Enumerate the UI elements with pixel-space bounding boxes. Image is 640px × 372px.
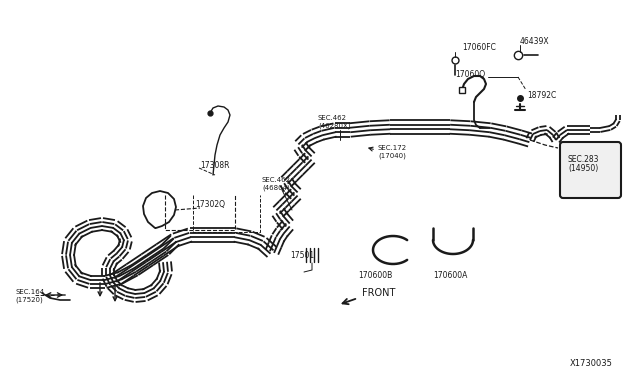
- Text: SEC.172: SEC.172: [378, 145, 407, 151]
- Text: (17040): (17040): [378, 153, 406, 159]
- Text: 17501: 17501: [290, 250, 314, 260]
- Text: 170600A: 170600A: [433, 270, 467, 279]
- Text: SEC.462: SEC.462: [318, 115, 347, 121]
- Text: (46280X): (46280X): [318, 123, 351, 129]
- Text: SEC.283: SEC.283: [568, 155, 600, 164]
- Text: 46439X: 46439X: [520, 38, 550, 46]
- FancyBboxPatch shape: [560, 142, 621, 198]
- Text: 17060FC: 17060FC: [462, 44, 496, 52]
- Text: (17520): (17520): [15, 297, 43, 303]
- Text: X1730035: X1730035: [570, 359, 613, 368]
- Text: SEC.462: SEC.462: [262, 177, 291, 183]
- Text: 17308R: 17308R: [200, 160, 230, 170]
- Text: (46804): (46804): [262, 185, 290, 191]
- Text: FRONT: FRONT: [362, 288, 396, 298]
- Text: 17060Q: 17060Q: [455, 71, 485, 80]
- Text: 170600B: 170600B: [358, 270, 392, 279]
- Text: 18792C: 18792C: [527, 90, 556, 99]
- Text: SEC.164: SEC.164: [15, 289, 44, 295]
- Text: 17302Q: 17302Q: [195, 201, 225, 209]
- Text: (14950): (14950): [568, 164, 598, 173]
